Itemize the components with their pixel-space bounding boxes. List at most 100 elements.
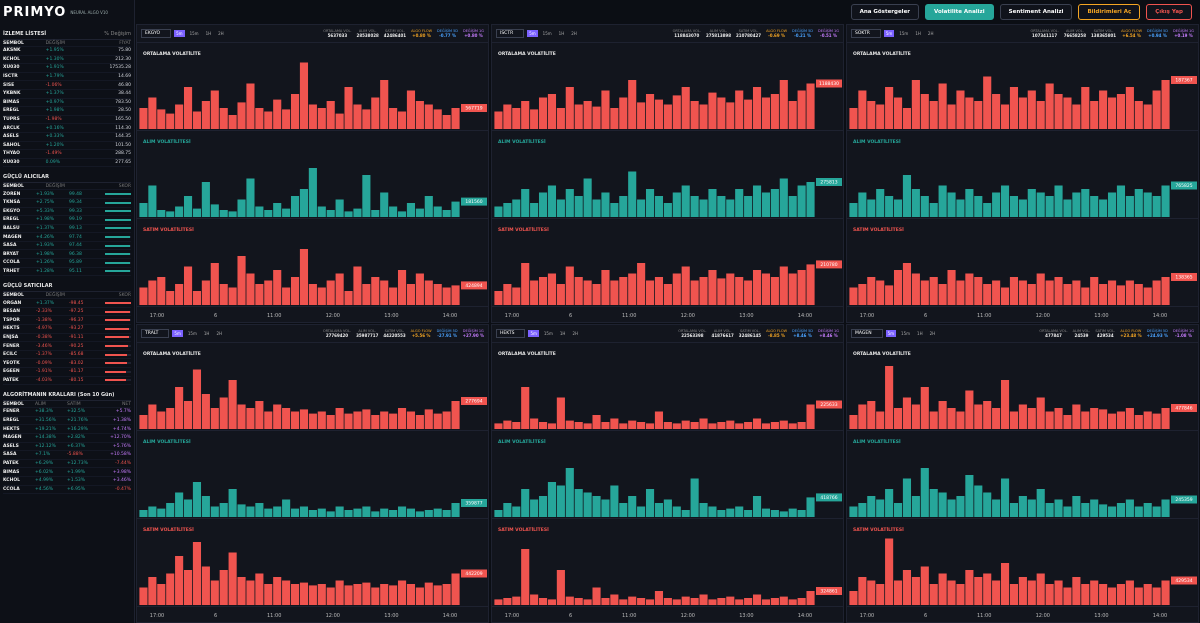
logout-button[interactable]: Çıkış Yap [1146,4,1192,20]
watch-row[interactable]: EREGL +1.98% 28.50 [3,107,131,116]
timeframe-button[interactable]: 5m [527,30,538,37]
score-track [105,310,131,313]
watch-row[interactable]: ISCTR +1.79% 14.69 [3,73,131,82]
watch-row[interactable]: TUPRS -1.98% 165.50 [3,116,131,125]
score-row[interactable]: YEOTK -0.09% -83.02 [3,359,131,368]
symbol-select[interactable]: ISCTR [496,29,525,38]
bar [538,496,548,517]
score-row[interactable]: TRHET +1.28% 95.11 [3,268,131,277]
timeframe-button[interactable]: 15m [189,31,199,36]
timeframe-button[interactable]: 15m [542,31,552,36]
nav-button[interactable]: Sentiment Analizi [999,4,1073,20]
timeframe-button[interactable]: 1H [205,31,212,36]
watch-row[interactable]: AKSNK +1.95% 75.80 [3,47,131,56]
watch-row[interactable]: THYAO -1.49% 288.75 [3,150,131,159]
timeframe-button[interactable]: 2H [927,31,934,36]
score-row[interactable]: BALSU +1.37% 99.13 [3,225,131,234]
watch-row[interactable]: ARCLK +0.16% 114.30 [3,124,131,133]
nav-button[interactable]: Ana Göstergeler [850,4,920,20]
kings-row[interactable]: HEKTS +19.21% +16.29% +4.74% [3,425,131,434]
watch-row[interactable]: KCHOL +1.30% 212.30 [3,56,131,65]
score-row[interactable]: TSPOR -1.38% -96.37 [3,316,131,326]
sort-label[interactable]: % Değişim [104,31,131,37]
score-row[interactable]: FENER -3.46% -90.25 [3,342,131,351]
watch-row[interactable]: YKBNK +1.37% 38.44 [3,90,131,99]
cell: 288.75 [115,151,132,157]
watch-row[interactable]: XU030 +1.91% 17535.28 [3,64,131,73]
stat: DEĞİŞİM 5D +8.46 % [792,329,813,338]
kings-row[interactable]: CCOLA +4.56% +6.95% -0.47% [3,486,131,495]
score-row[interactable]: TKNSA +2.75% 99.34 [3,199,131,208]
bar [362,284,371,305]
watch-row[interactable]: BIMAS +0.97% 783.50 [3,99,131,108]
kings-row[interactable]: ASELS +12.12% +6.37% +5.76% [3,443,131,452]
watch-row[interactable]: XU030 0.09% 277.65 [3,159,131,168]
score-row[interactable]: ECILC -1.37% -85.68 [3,351,131,360]
score-row[interactable]: EREGL +1.98% 99.19 [3,216,131,225]
timeframe-button[interactable]: 15m [901,331,911,336]
score-row[interactable]: ENJSA -0.38% -91.11 [3,334,131,343]
timeframe-button[interactable]: 2H [218,31,224,36]
bar [397,211,407,217]
timeframe-button[interactable]: 5m [883,30,895,37]
stat: ORTALAMA VOL. 118843070 [673,29,701,38]
timeframe-button[interactable]: 5m [172,330,183,337]
watch-row[interactable]: SISE -1.06% 46.80 [3,81,131,90]
timeframe-button[interactable]: 2H [572,331,579,336]
kings-row[interactable]: BIMAS +6.02% +1.99% +3.98% [3,468,131,477]
kings-row[interactable]: MAGEN +14.38% +2.82% +12.70% [3,434,131,443]
kings-row[interactable]: KCHOL +4.99% +1.53% +3.46% [3,477,131,486]
symbol-select[interactable]: MAGEN [851,329,883,338]
symbol-select[interactable]: TRALT [141,329,170,338]
symbol-select[interactable]: HEKTS [496,329,526,338]
score-row[interactable]: BRYAT +1.98% 96.38 [3,250,131,260]
timeframe-button[interactable]: 1H [917,331,923,336]
timeframe-button[interactable]: 5m [885,330,897,337]
bar [1116,411,1126,429]
timeframe-button[interactable]: 2H [929,331,936,336]
score-row[interactable]: MAGEN +4.26% 97.74 [3,233,131,242]
timeframe-button[interactable]: 15m [899,31,909,36]
kings-row[interactable]: PATEK +6.29% +12.73% -7.44% [3,460,131,469]
bar [574,277,583,305]
timeframe-button[interactable]: 15m [187,331,197,336]
timeframe-button[interactable]: 1H [915,31,921,36]
timeframe-button[interactable]: 5m [528,330,539,337]
notify-button[interactable]: Bildirimleri Aç [1078,4,1141,20]
watch-row[interactable]: ASELS +0.33% 144.35 [3,133,131,142]
bar [219,570,228,605]
stat-value: +0.19 % [1174,33,1193,38]
watch-row[interactable]: SAHOL +1.20% 101.50 [3,142,131,151]
kings-row[interactable]: FENER +38.3% +32.5% +5.7% [3,408,131,417]
timeframe-button[interactable]: 1H [558,31,565,36]
time-label: 12:00 [1036,313,1050,319]
timeframe-button[interactable]: 2H [216,331,222,336]
timeframe-button[interactable]: 1H [203,331,210,336]
bar [1036,397,1045,429]
score-row[interactable]: PATEK -4.03% -80.15 [3,377,131,386]
score-row[interactable]: ORGAN +1.37% -98.45 [3,299,131,308]
stat: ALGO FLOW +5.56 % [411,329,432,338]
score-row[interactable]: SASA +1.93% 97.44 [3,242,131,251]
timeframe-button[interactable]: 15m [543,331,553,336]
score-row[interactable]: ZOREN +1.93% 99.48 [3,190,131,199]
score-row[interactable]: CCOLA +1.26% 95.89 [3,259,131,268]
bar [663,203,672,217]
bar [574,598,583,605]
score-row[interactable]: BESAN -2.33% -97.25 [3,308,131,317]
timeframe-button[interactable]: 2H [571,31,577,36]
timeframe-button[interactable]: 5m [174,30,185,37]
kings-row[interactable]: EREGL +31.56% +21.76% +1.38% [3,417,131,426]
bar [708,92,717,129]
nav-button[interactable]: Volatilite Analizi [925,4,994,20]
score-row[interactable]: HEKTS -4.97% -93.27 [3,325,131,334]
kings-row[interactable]: SASA +7.1% -5.88% +10.58% [3,451,131,460]
symbol-select[interactable]: SOKTR [851,29,881,38]
symbol-select[interactable]: EKGYO [141,29,172,38]
bar [663,422,672,429]
score: 95.11 [69,268,82,274]
timeframe-button[interactable]: 1H [559,331,566,336]
score-row[interactable]: EGEEN -1.91% -81.17 [3,368,131,377]
score-row[interactable]: EKGYO +5.33% 99.33 [3,208,131,217]
time-label: 12:00 [681,313,695,319]
